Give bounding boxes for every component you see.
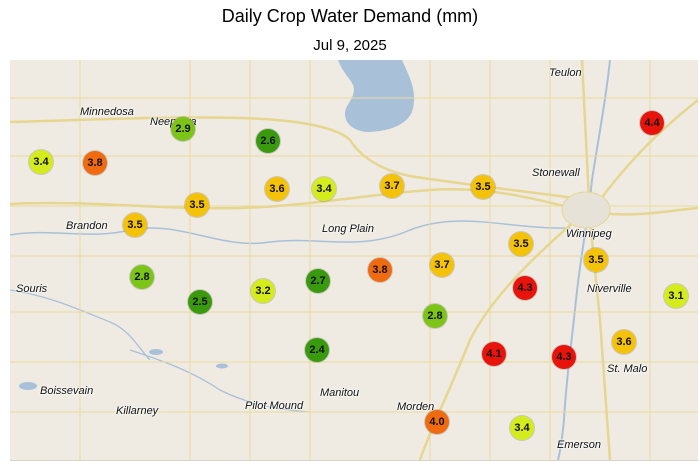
demand-marker[interactable]: 2.8 [423,304,447,328]
demand-marker[interactable]: 4.1 [482,342,506,366]
place-label-killarney: Killarney [116,405,159,417]
place-label-emerson: Emerson [557,439,602,451]
demand-marker[interactable]: 3.4 [312,177,336,201]
map-date: Jul 9, 2025 [313,37,387,54]
pembina-river [129,349,311,413]
place-label-minnedosa: Minnedosa [80,106,134,118]
map-title: Daily Crop Water Demand (mm) [221,6,479,26]
demand-marker[interactable]: 4.3 [552,345,576,369]
souris-river [10,289,151,361]
demand-marker[interactable]: 3.7 [380,174,404,198]
place-label-long-plain: Long Plain [322,223,374,235]
winnipeg-urban-area [561,191,611,229]
place-label-niverville: Niverville [587,283,632,295]
demand-marker[interactable]: 2.9 [171,117,195,141]
demand-marker[interactable]: 3.4 [29,150,53,174]
demand-marker[interactable]: 4.4 [640,111,664,135]
place-label-souris: Souris [16,283,48,295]
place-label-st-malo: St. Malo [607,363,648,375]
place-label-boissevain: Boissevain [40,385,94,397]
demand-marker[interactable]: 2.6 [256,129,280,153]
demand-marker[interactable]: 3.2 [251,279,275,303]
demand-marker[interactable]: 2.7 [306,269,330,293]
demand-marker[interactable]: 3.6 [265,177,289,201]
demand-marker[interactable]: 4.3 [513,276,537,300]
demand-marker[interactable]: 3.7 [430,253,454,277]
lake-manitoba [338,60,415,132]
demand-marker[interactable]: 3.8 [368,258,392,282]
demand-marker[interactable]: 3.4 [510,416,534,440]
demand-marker[interactable]: 3.6 [612,330,636,354]
place-label-pilot-mound: Pilot Mound [245,400,304,412]
place-label-manitou: Manitou [320,387,360,399]
demand-marker[interactable]: 3.5 [123,213,147,237]
demand-marker[interactable]: 3.5 [471,175,495,199]
lake-small-2 [149,349,163,355]
place-label-morden: Morden [397,401,435,413]
place-label-winnipeg: Winnipeg [566,228,612,240]
place-label-brandon: Brandon [66,220,108,232]
assiniboine-river [10,220,571,245]
demand-marker[interactable]: 4.0 [425,410,449,434]
demand-marker[interactable]: 2.8 [130,265,154,289]
demand-marker[interactable]: 3.8 [83,151,107,175]
place-label-stonewall: Stonewall [532,167,580,179]
place-label-teulon: Teulon [549,67,582,79]
demand-marker[interactable]: 3.5 [584,248,608,272]
red-river [557,60,611,460]
demand-marker[interactable]: 3.5 [509,232,533,256]
lake-small-3 [216,363,228,369]
demand-marker[interactable]: 2.4 [305,338,329,362]
demand-marker[interactable]: 3.5 [185,193,209,217]
demand-marker[interactable]: 2.5 [188,290,212,314]
lake-small-1 [19,382,37,390]
map-area[interactable]: TeulonMinnedosaNeepawaStonewallWinnipegB… [10,60,698,461]
demand-marker[interactable]: 3.1 [664,284,688,308]
